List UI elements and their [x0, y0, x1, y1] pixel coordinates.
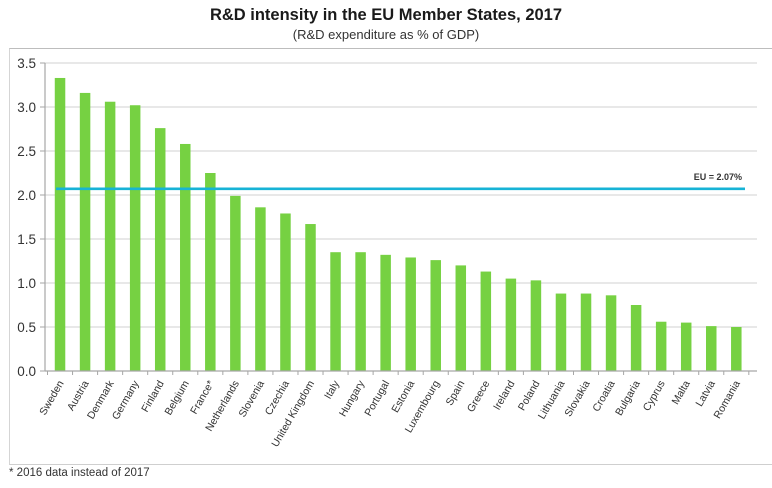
x-tick-label: Malta — [670, 378, 693, 406]
bar-luxembourg — [430, 260, 441, 371]
eu-average-label: EU = 2.07% — [694, 172, 742, 182]
bar-poland — [530, 280, 542, 371]
bar-slovenia — [255, 207, 266, 371]
bar-romania — [731, 327, 742, 371]
chart-subtitle: (R&D expenditure as % of GDP) — [292, 27, 480, 42]
bar-bulgaria — [630, 305, 642, 371]
eu-reference: EU = 2.07% — [56, 172, 745, 191]
bar-united-kingdom — [305, 224, 316, 371]
x-tick-label: Bulgaria — [613, 378, 643, 418]
y-tick-label: 2.5 — [17, 144, 36, 159]
bar-latvia — [706, 326, 717, 371]
bar-denmark — [104, 101, 116, 371]
x-tick-label: Sweden — [37, 378, 66, 417]
bar-greece — [480, 271, 492, 371]
y-tick-label: 2.0 — [17, 188, 36, 203]
footnote: * 2016 data instead of 2017 — [9, 467, 150, 479]
y-tick-label: 0.5 — [17, 320, 36, 335]
bar-czechia — [280, 213, 291, 371]
bar-belgium — [180, 143, 191, 371]
x-tick-label: Poland — [516, 378, 543, 412]
x-axis: SwedenAustriaDenmarkGermanyFinlandBelgiu… — [37, 370, 757, 449]
bar-finland — [154, 128, 166, 371]
bar-italy — [330, 252, 341, 371]
bar-hungary — [355, 252, 366, 371]
x-tick-label: Spain — [444, 378, 468, 407]
chart-title: R&D intensity in the EU Member States, 2… — [209, 6, 563, 24]
x-tick-label: Finland — [139, 378, 167, 414]
x-tick-label: Ireland — [491, 378, 518, 412]
bar-slovakia — [580, 293, 592, 371]
y-axis: 0.0 0.5 1.0 1.5 2.0 2.5 3.0 3.5 — [17, 56, 46, 379]
y-tick-label: 3.0 — [17, 100, 36, 115]
y-tick-label: 0.0 — [17, 364, 36, 379]
x-tick-label: Latvia — [693, 378, 717, 408]
x-tick-label: Italy — [322, 378, 342, 401]
bars — [54, 77, 742, 372]
bar-france — [205, 173, 216, 371]
bar-malta — [680, 322, 692, 371]
bar-austria — [79, 92, 91, 372]
x-tick-label: Belgium — [163, 378, 192, 417]
bar-netherlands — [230, 195, 241, 371]
x-tick-label: Greece — [465, 378, 493, 414]
bar-ireland — [505, 278, 517, 371]
bar-portugal — [380, 254, 391, 371]
x-tick-label: Austria — [65, 378, 92, 412]
bar-estonia — [405, 257, 416, 371]
x-tick-label: Croatia — [590, 378, 617, 413]
bar-croatia — [605, 295, 617, 371]
y-tick-label: 1.0 — [17, 276, 36, 291]
chart-frame — [9, 48, 772, 465]
gridlines — [45, 62, 757, 328]
bar-cyprus — [655, 321, 667, 371]
y-tick-label: 3.5 — [17, 56, 36, 71]
bar-spain — [455, 265, 467, 371]
bar-lithuania — [555, 293, 567, 371]
y-tick-label: 1.5 — [17, 232, 36, 247]
bar-germany — [129, 105, 141, 372]
x-tick-label: Cyprus — [641, 379, 668, 414]
bar-sweden — [54, 77, 66, 372]
